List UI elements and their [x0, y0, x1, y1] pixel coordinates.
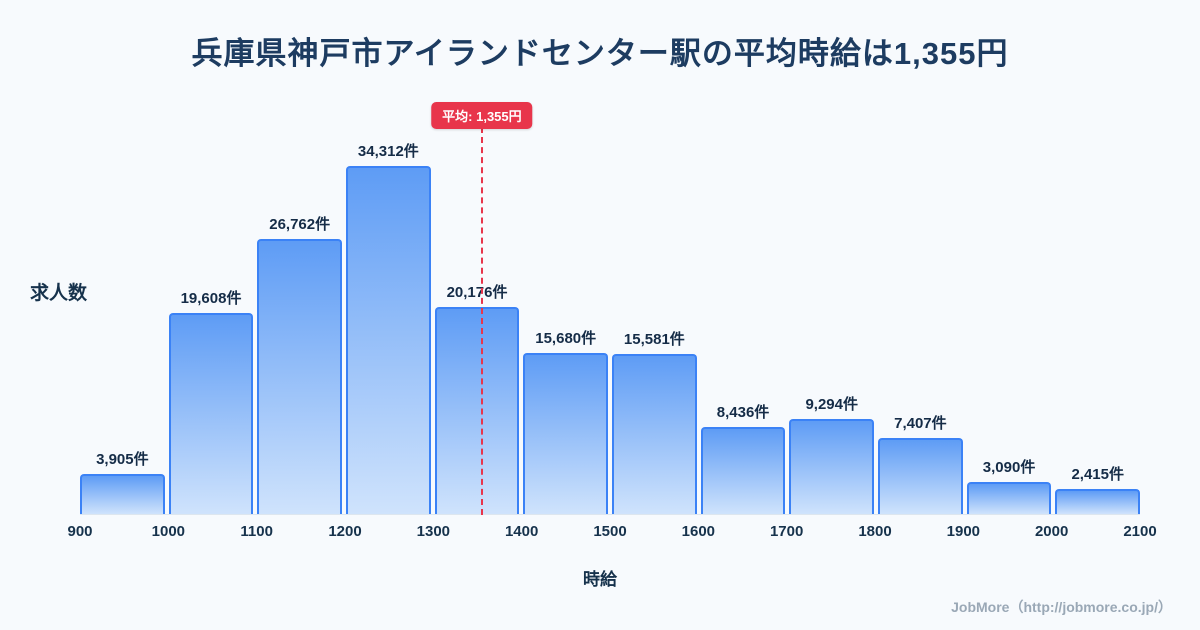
- y-axis-label: 求人数: [30, 283, 88, 304]
- x-tick-label: 1800: [858, 523, 892, 540]
- bar-column: 34,312件: [346, 140, 431, 514]
- bar-column: 20,176件: [434, 140, 520, 514]
- average-badge: 平均: 1,355円: [431, 102, 533, 129]
- bar-column: 26,762件: [257, 140, 343, 514]
- histogram-bar: [168, 312, 254, 514]
- bar-column: 8,436件: [700, 140, 786, 514]
- x-tick-label: 1200: [328, 523, 362, 540]
- x-tick-label: 1000: [151, 523, 186, 540]
- bar-value-label: 3,090件: [982, 459, 1036, 477]
- x-tick-label: 1600: [681, 523, 716, 540]
- bar-value-label: 20,176件: [446, 284, 508, 302]
- bar-value-label: 19,608件: [180, 289, 242, 307]
- bar-column: 15,680件: [523, 140, 609, 514]
- histogram-bar: [1055, 489, 1141, 514]
- bar-column: 9,294件: [789, 140, 875, 514]
- bar-column: 19,608件: [168, 140, 254, 514]
- x-axis-ticks: 900 1000 1100 1200 1300 1400 1500 1600 1700 1800 1…: [67, 523, 1156, 543]
- x-tick-label: 1400: [504, 523, 539, 540]
- x-tick-label: 1300: [416, 523, 451, 540]
- bar-column: 3,090件: [966, 140, 1052, 514]
- histogram-bar: [700, 427, 786, 514]
- average-line: [480, 127, 483, 515]
- x-axis-label: 時給: [583, 570, 617, 589]
- bar-value-label: 15,581件: [623, 331, 685, 349]
- bar-column: 7,407件: [878, 140, 963, 514]
- histogram-bar: [346, 166, 431, 514]
- bar-column: 3,905件: [80, 140, 165, 514]
- histogram-bar: [966, 482, 1052, 514]
- histogram-bar: [789, 418, 875, 514]
- histogram-bar: [434, 307, 520, 514]
- histogram-bar: [878, 438, 963, 514]
- histogram-bar: [80, 473, 165, 514]
- bar-value-label: 26,762件: [269, 216, 331, 234]
- chart-title: 兵庫県神戸市アイランドセンター駅の平均時給は1,355円: [191, 36, 1009, 71]
- bar-value-label: 3,905件: [96, 450, 149, 468]
- bar-value-label: 9,294件: [805, 395, 858, 413]
- bar-value-label: 2,415件: [1071, 466, 1124, 484]
- bar-value-label: 8,436件: [716, 404, 770, 422]
- x-tick-label: 1900: [946, 523, 981, 540]
- histogram-bar: [612, 354, 697, 514]
- histogram-plot-area: 3,905件 19,608件 26,762件 34,312件 20,176件 15,680…: [80, 102, 1141, 515]
- x-tick-label: 1700: [769, 523, 804, 540]
- bar-value-label: 7,407件: [894, 415, 947, 433]
- x-tick-label: 1100: [240, 523, 273, 540]
- histogram-bar: [257, 239, 343, 514]
- x-tick-label: 1500: [593, 523, 627, 540]
- histogram-bars: 3,905件 19,608件 26,762件 34,312件 20,176件 15,680…: [80, 140, 1141, 515]
- site-credit: JobMore（http://jobmore.co.jp/）: [951, 599, 1172, 615]
- bar-column: 2,415件: [1055, 140, 1141, 514]
- bar-value-label: 15,680件: [535, 330, 597, 348]
- bar-column: 15,581件: [612, 140, 697, 514]
- bar-value-label: 34,312件: [357, 143, 419, 160]
- x-tick-label: 2000: [1034, 523, 1069, 540]
- x-tick-label: 2100: [1123, 523, 1157, 540]
- histogram-bar: [523, 353, 609, 514]
- x-tick-label: 900: [67, 523, 93, 540]
